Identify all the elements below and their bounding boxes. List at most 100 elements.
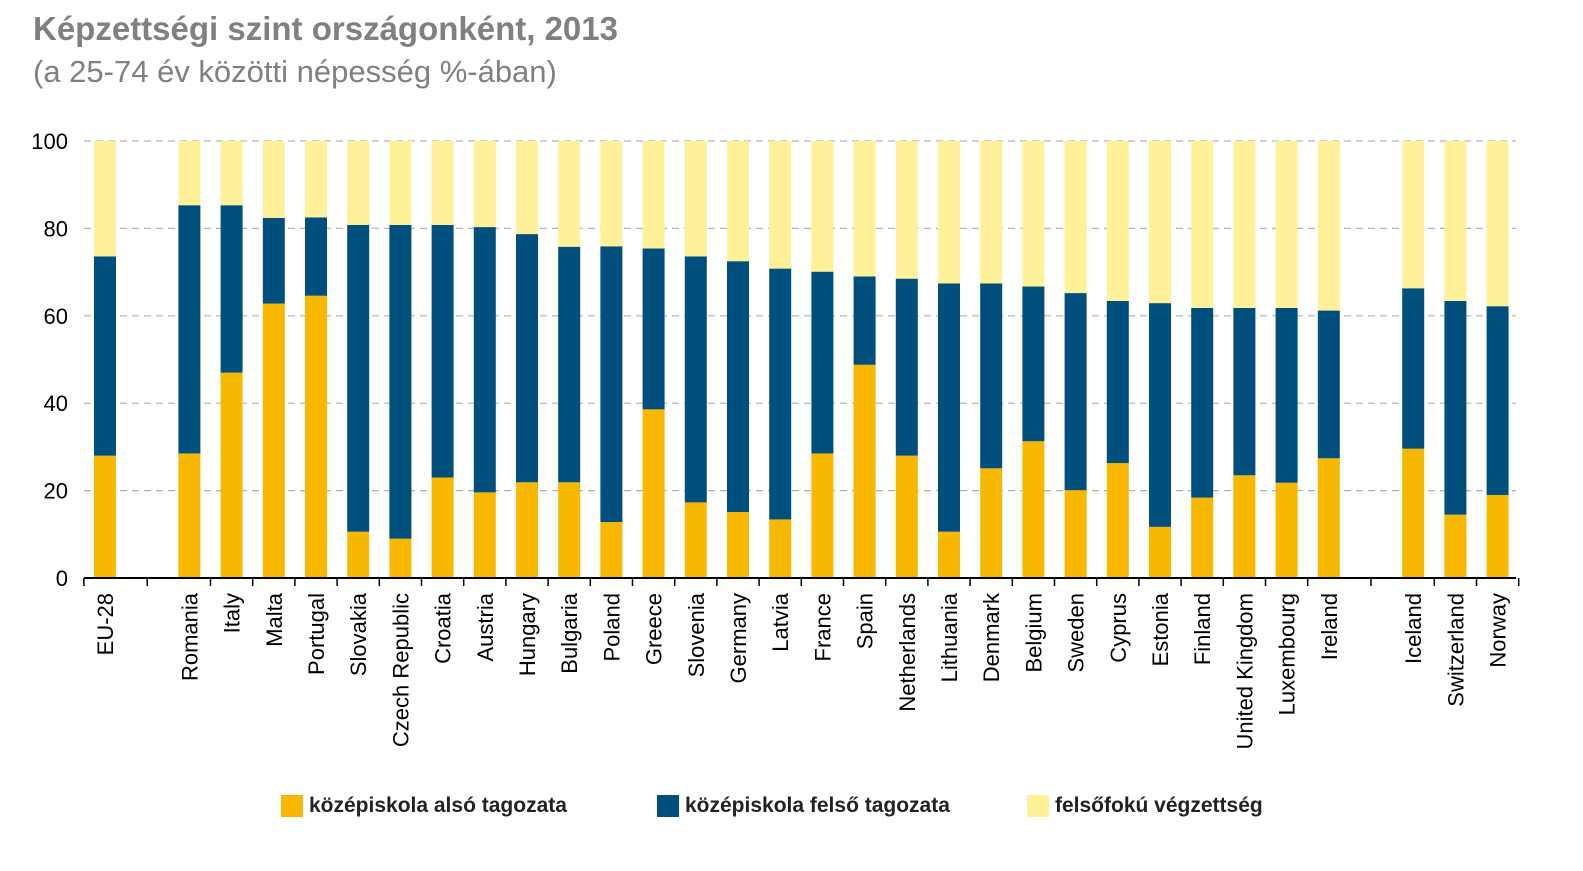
x-category-label: Belgium (1021, 593, 1046, 672)
bar-portugal-series-0 (305, 295, 327, 578)
bar-latvia-series-2 (769, 141, 792, 269)
bar-denmark-series-2 (980, 141, 1003, 284)
bar-iceland-series-1 (1402, 288, 1425, 449)
bar-portugal-series-1 (305, 217, 327, 296)
bar-belgium-series-1 (1022, 286, 1045, 442)
x-category-label: Poland (599, 593, 624, 662)
bar-slovenia-series-1 (684, 256, 707, 503)
bar-eu-28-series-1 (94, 256, 116, 456)
bar-france-series-0 (811, 453, 834, 578)
bar-estonia-series-2 (1149, 141, 1171, 304)
bar-switzerland-series-1 (1444, 300, 1467, 515)
bar-italy-series-2 (220, 141, 243, 206)
stacked-bar-chart: 0 20 40 60 80 100 EU-28 Romania Italy Malta Portug… (31, 129, 1520, 750)
bar-norway-series-0 (1486, 494, 1509, 578)
bar-hungary-series-2 (516, 141, 538, 235)
bar-hungary-series-0 (516, 482, 538, 578)
bar-latvia-series-0 (769, 519, 792, 578)
x-category-label: Portugal (304, 593, 329, 675)
bar-hungary-series-1 (516, 234, 538, 483)
x-category-label: Lithuania (937, 592, 962, 682)
legend-label-upper-secondary: középiskola felső tagozata (685, 794, 950, 817)
x-category-label: Croatia (431, 592, 456, 664)
legend-swatch-tertiary (1027, 795, 1049, 817)
bar-latvia-series-1 (769, 268, 792, 520)
x-category-label: EU-28 (93, 593, 118, 655)
bar-greece-series-0 (642, 409, 665, 578)
bar-malta-series-2 (262, 141, 285, 218)
x-category-label: Germany (726, 593, 751, 683)
bar-cyprus-series-2 (1106, 141, 1129, 301)
bar-united-kingdom-series-1 (1233, 307, 1256, 476)
x-category-label: Slovenia (684, 592, 709, 677)
bar-luxembourg-series-1 (1275, 307, 1298, 483)
bar-sweden-series-1 (1064, 293, 1087, 491)
x-category-label: Malta (262, 592, 287, 647)
x-category-label: Finland (1190, 593, 1215, 665)
bar-croatia-series-0 (431, 477, 454, 578)
y-tick-label: 80 (44, 216, 68, 241)
bar-cyprus-series-0 (1106, 463, 1129, 578)
legend-label-lower-secondary: középiskola alsó tagozata (309, 794, 567, 817)
x-category-label: Denmark (979, 592, 1004, 682)
bar-slovakia-series-1 (347, 224, 370, 532)
bar-denmark-series-0 (980, 468, 1003, 578)
bar-greece-series-1 (642, 248, 665, 410)
bar-spain-series-0 (853, 364, 876, 578)
x-category-label: Cyprus (1106, 593, 1131, 663)
bar-iceland-series-0 (1402, 448, 1425, 578)
bar-switzerland-series-2 (1444, 141, 1467, 301)
bar-italy-series-1 (220, 205, 243, 373)
x-category-label: Hungary (515, 593, 540, 676)
bar-luxembourg-series-2 (1275, 141, 1298, 308)
bar-spain-series-1 (853, 276, 876, 365)
legend-label-tertiary: felsőfokú végzettség (1055, 794, 1263, 817)
x-category-label: Greece (642, 593, 667, 665)
bar-lithuania-series-1 (938, 283, 960, 532)
bar-finland-series-2 (1191, 141, 1214, 308)
x-category-label: Estonia (1148, 592, 1173, 666)
bar-slovakia-series-2 (347, 141, 370, 225)
bar-sweden-series-2 (1064, 141, 1087, 294)
bar-poland-series-0 (600, 522, 623, 578)
bar-slovenia-series-0 (684, 502, 707, 578)
bar-united-kingdom-series-2 (1233, 141, 1256, 308)
bar-united-kingdom-series-0 (1233, 475, 1256, 578)
y-tick-label: 20 (44, 479, 68, 504)
bar-lithuania-series-2 (938, 141, 960, 284)
x-category-label: Romania (177, 592, 202, 681)
bar-czech-republic-series-1 (389, 224, 412, 539)
bar-iceland-series-2 (1402, 141, 1425, 289)
bar-slovenia-series-2 (684, 141, 707, 257)
x-category-label: Austria (473, 592, 498, 661)
bar-austria-series-0 (473, 492, 496, 578)
x-category-label: France (810, 593, 835, 661)
bar-poland-series-1 (600, 246, 623, 523)
bar-bulgaria-series-1 (558, 246, 581, 483)
bar-norway-series-2 (1486, 141, 1509, 307)
bar-estonia-series-0 (1149, 526, 1171, 578)
bar-belgium-series-0 (1022, 441, 1045, 578)
bar-romania-series-0 (178, 453, 201, 578)
bar-eu-28-series-0 (94, 455, 116, 578)
bar-estonia-series-1 (1149, 303, 1171, 527)
legend-item-lower-secondary: középiskola alsó tagozata (281, 794, 567, 818)
bar-ireland-series-2 (1317, 141, 1340, 311)
bar-germany-series-1 (727, 261, 749, 513)
bar-italy-series-0 (220, 372, 243, 578)
bar-sweden-series-0 (1064, 490, 1087, 578)
bar-belgium-series-2 (1022, 141, 1045, 287)
bar-slovakia-series-0 (347, 531, 370, 578)
legend-item-upper-secondary: középiskola felső tagozata (657, 794, 950, 818)
bar-ireland-series-1 (1317, 310, 1340, 459)
bar-cyprus-series-1 (1106, 300, 1129, 464)
x-category-label: Sweden (1064, 593, 1089, 673)
bar-croatia-series-1 (431, 224, 454, 478)
bar-france-series-2 (811, 141, 834, 272)
bar-czech-republic-series-0 (389, 538, 412, 578)
bar-spain-series-2 (853, 141, 876, 277)
x-category-label: Norway (1486, 593, 1511, 668)
bar-luxembourg-series-0 (1275, 482, 1298, 578)
bar-lithuania-series-0 (938, 531, 960, 578)
bar-bulgaria-series-2 (558, 141, 581, 247)
